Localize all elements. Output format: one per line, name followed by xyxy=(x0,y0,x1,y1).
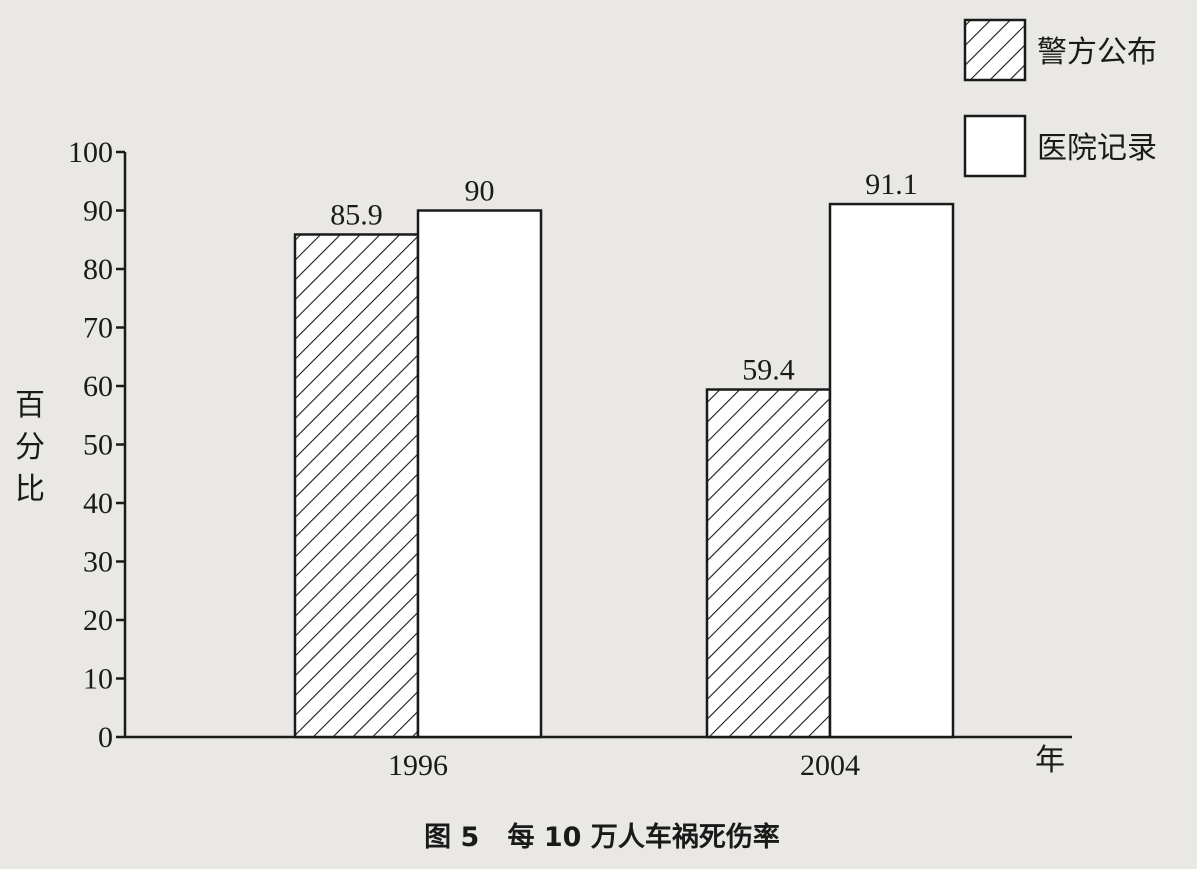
data-labels: 85.9 59.4 90 91.1 xyxy=(330,168,918,386)
bar-value-label: 85.9 xyxy=(330,198,383,231)
bar-hospital-2004 xyxy=(828,202,955,739)
y-tick-label: 50 xyxy=(83,429,113,462)
y-tick-label: 60 xyxy=(83,370,113,403)
bar-police-1996 xyxy=(293,233,420,739)
y-axis-title: 百分比 xyxy=(15,388,45,507)
y-tick-label: 100 xyxy=(68,136,113,169)
bar-value-label: 59.4 xyxy=(742,354,795,387)
x-axis-title: 年 xyxy=(1035,743,1065,778)
legend-label-hospital: 医院记录 xyxy=(1037,131,1157,166)
y-tick-label: 70 xyxy=(83,312,113,345)
x-tick-label: 1996 xyxy=(388,749,448,782)
legend-swatch-hatched xyxy=(963,18,1027,82)
bar-hospital-1996 xyxy=(416,209,543,739)
y-tick-label: 0 xyxy=(98,721,113,754)
bar-value-label: 91.1 xyxy=(865,168,918,201)
bars xyxy=(293,202,955,739)
figure-caption: 图 5 每 10 万人车祸死伤率 xyxy=(424,821,780,853)
y-axis-title-char: 分 xyxy=(15,430,45,465)
y-tick-label: 90 xyxy=(83,195,113,228)
legend-label-police: 警方公布 xyxy=(1037,35,1157,70)
y-tick-label: 30 xyxy=(83,546,113,579)
y-axis-title-char: 百 xyxy=(15,388,45,423)
x-tick-labels: 1996 2004 xyxy=(388,749,860,782)
bar-value-label: 90 xyxy=(465,175,495,208)
legend: 警方公布 医院记录 xyxy=(963,18,1157,178)
y-tick-label: 10 xyxy=(83,663,113,696)
y-tick-label: 40 xyxy=(83,487,113,520)
y-tick-label: 20 xyxy=(83,604,113,637)
x-tick-label: 2004 xyxy=(800,749,860,782)
y-axis-title-char: 比 xyxy=(15,472,45,507)
bar-police-2004 xyxy=(705,388,832,739)
y-tick-label: 80 xyxy=(83,253,113,286)
y-ticks: 0 10 20 30 40 50 60 70 80 90 100 xyxy=(68,136,125,754)
legend-swatch-plain xyxy=(963,114,1027,178)
